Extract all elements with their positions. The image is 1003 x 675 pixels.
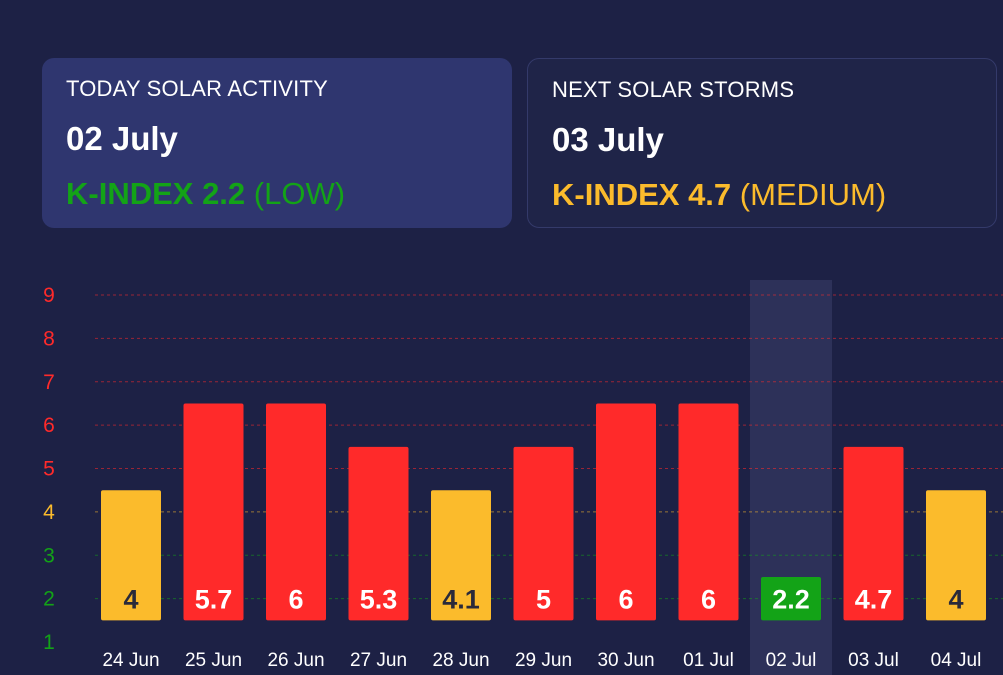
bar-value-label: 4.1 xyxy=(442,585,480,615)
next-k-index: K-INDEX 4.7 (MEDIUM) xyxy=(552,177,972,213)
bar xyxy=(761,576,821,621)
x-tick-label: 01 Jul xyxy=(683,650,734,671)
next-storms-card: NEXT SOLAR STORMS 03 July K-INDEX 4.7 (M… xyxy=(527,58,997,228)
today-card-label: TODAY SOLAR ACTIVITY xyxy=(66,76,328,101)
next-date: 03 July xyxy=(552,121,664,158)
y-tick-label: 6 xyxy=(43,414,55,437)
next-level: (MEDIUM) xyxy=(739,177,887,212)
bar xyxy=(101,490,161,621)
x-tick-label: 28 Jun xyxy=(432,650,489,671)
bar-value-label: 5 xyxy=(536,585,551,615)
bar xyxy=(513,446,574,621)
today-k-index: K-INDEX 2.2 (LOW) xyxy=(66,176,488,212)
bar-value-label: 4.7 xyxy=(855,585,893,615)
bar xyxy=(596,403,656,621)
bar xyxy=(266,403,326,621)
bar-value-label: 5.3 xyxy=(360,585,398,615)
x-tick-label: 04 Jul xyxy=(931,650,982,671)
x-tick-label: 26 Jun xyxy=(267,650,324,671)
y-tick-label: 7 xyxy=(43,371,55,394)
bar-value-label: 5.7 xyxy=(195,585,233,615)
y-tick-label: 4 xyxy=(43,501,55,524)
bar-value-label: 4 xyxy=(948,585,963,615)
bar xyxy=(431,490,491,621)
bar-value-label: 4 xyxy=(123,585,138,615)
bar-value-label: 6 xyxy=(618,585,633,615)
x-tick-label: 25 Jun xyxy=(185,650,242,671)
bar xyxy=(183,403,244,621)
y-tick-label: 2 xyxy=(43,588,55,611)
today-level: (LOW) xyxy=(253,176,346,211)
today-date: 02 July xyxy=(66,120,178,157)
next-card-label: NEXT SOLAR STORMS xyxy=(552,77,795,102)
x-tick-label: 29 Jun xyxy=(515,650,572,671)
x-tick-label: 30 Jun xyxy=(597,650,654,671)
today-k-value: K-INDEX 2.2 xyxy=(66,176,246,211)
y-tick-label: 9 xyxy=(43,284,55,307)
y-tick-label: 8 xyxy=(43,327,55,350)
next-k-value: K-INDEX 4.7 xyxy=(552,177,732,212)
y-tick-label: 1 xyxy=(43,631,55,654)
y-tick-label: 5 xyxy=(43,458,55,481)
today-activity-card: TODAY SOLAR ACTIVITY 02 July K-INDEX 2.2… xyxy=(42,58,512,228)
bar xyxy=(926,490,986,621)
bar-value-label: 6 xyxy=(288,585,303,615)
y-tick-label: 3 xyxy=(43,544,55,567)
x-tick-label: 03 Jul xyxy=(848,650,899,671)
bar xyxy=(843,446,904,621)
bar xyxy=(348,446,409,621)
x-tick-label: 27 Jun xyxy=(350,650,407,671)
bar-value-label: 2.2 xyxy=(772,585,810,615)
k-index-bar-chart: 1 2 3 4 5 6 7 8 9 4 24 Jun 5.7 25 Jun 6 26 Jun 5.3 27 Ju… xyxy=(43,280,1003,675)
x-tick-label: 02 Jul xyxy=(766,650,817,671)
x-tick-label: 24 Jun xyxy=(102,650,159,671)
bar-value-label: 6 xyxy=(701,585,716,615)
bar xyxy=(678,403,739,621)
